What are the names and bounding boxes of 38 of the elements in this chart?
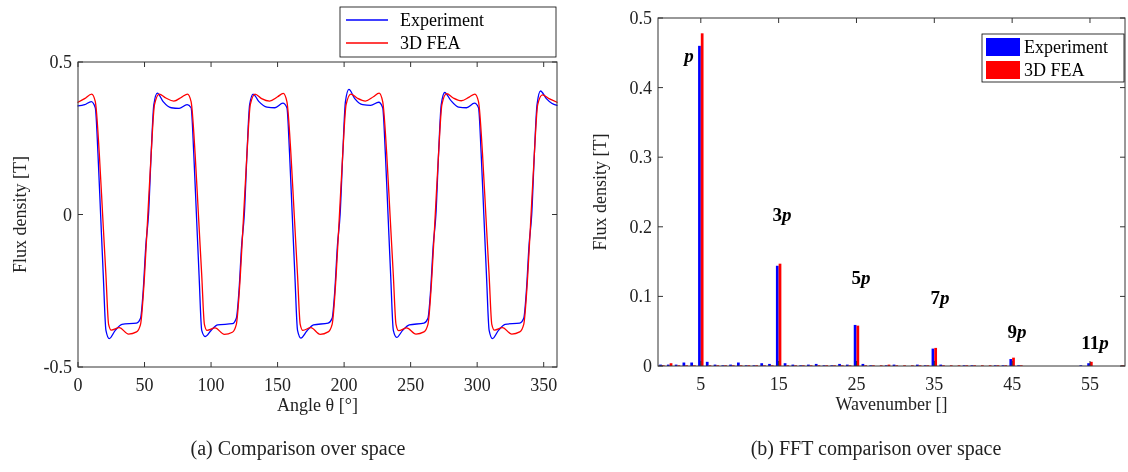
y-axis-title: Flux density [T] — [10, 156, 30, 273]
y-tick-label: 0.5 — [49, 52, 72, 72]
legend-label: Experiment — [400, 10, 484, 30]
x-tick-label: 15 — [769, 374, 788, 394]
y-tick-label: 0.3 — [629, 147, 652, 168]
legend-label: 3D FEA — [1024, 60, 1085, 80]
x-tick-label: 100 — [197, 375, 225, 395]
x-tick-label: 150 — [264, 375, 292, 395]
y-tick-label: 0 — [63, 204, 72, 225]
x-axis-title: Wavenumber [] — [835, 394, 948, 414]
y-axis-title: Flux density [T] — [590, 133, 610, 251]
text: (b) FFT comparison over space — [750, 437, 1002, 460]
x-tick-label: 300 — [463, 375, 491, 395]
x-tick-label: 200 — [330, 375, 358, 395]
annotation: 3p — [772, 204, 792, 225]
x-tick-label: 350 — [530, 375, 558, 395]
x-tick-label: 45 — [1003, 374, 1022, 394]
x-tick-label: 50 — [135, 375, 154, 395]
annotation: 11p — [1081, 332, 1109, 353]
x-tick-label: 25 — [847, 374, 866, 394]
y-tick-label: -0.5 — [43, 357, 72, 377]
annotation: 5p — [851, 267, 871, 288]
annotation: 7p — [930, 287, 950, 308]
y-tick-label: 0.2 — [629, 216, 652, 237]
annotation: p — [682, 45, 694, 66]
annotation: 9p — [1007, 321, 1027, 342]
legend-label: Experiment — [1024, 37, 1108, 57]
text: (a) Comparison over space — [190, 437, 406, 460]
x-tick-label: 35 — [925, 374, 944, 394]
y-tick-label: 0 — [643, 356, 652, 376]
y-tick-label: 0.1 — [629, 286, 652, 307]
x-tick-label: 250 — [397, 375, 425, 395]
legend-label: 3D FEA — [400, 33, 461, 53]
x-tick-label: 55 — [1080, 374, 1099, 394]
y-tick-label: 0.4 — [629, 77, 652, 98]
x-tick-label: 5 — [696, 374, 706, 394]
x-axis-title: Angle θ [°] — [277, 395, 358, 415]
y-tick-label: 0.5 — [629, 8, 652, 28]
